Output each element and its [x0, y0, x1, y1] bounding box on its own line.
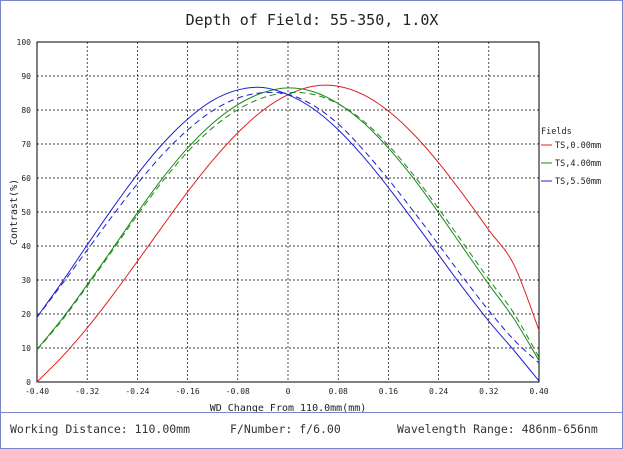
- x-tick-label: 0.40: [529, 387, 548, 396]
- x-tick-label: 0.32: [479, 387, 498, 396]
- dof-chart: Depth of Field: 55-350, 1.0X -0.40 -0.32-…: [9, 11, 601, 412]
- x-tick-label: 0.24: [429, 387, 448, 396]
- x-axis-label: WD Change From 110.0mm(mm): [210, 403, 367, 412]
- series-line-ts-4-00mm: [36, 87, 540, 361]
- y-tick-label: 20: [21, 310, 31, 319]
- y-tick-label: 100: [17, 38, 32, 47]
- y-tick-label: 70: [21, 140, 31, 149]
- working-distance-text: Working Distance: 110.00mm: [10, 422, 191, 436]
- y-tick-label: 50: [21, 208, 31, 217]
- x-tick-label: 0.16: [379, 387, 398, 396]
- wavelength-range-text: Wavelength Range: 486nm-656nm: [397, 422, 598, 436]
- series-lines: [36, 84, 540, 383]
- y-axis-label: Contrast(%): [9, 179, 20, 245]
- legend-label: TS,5.50mm: [555, 177, 601, 187]
- x-tick-label: 0.08: [329, 387, 348, 396]
- y-tick-label: 90: [21, 72, 31, 81]
- x-tick-label: -0.40: [25, 387, 49, 396]
- series-line-ts-4-00mm-dashed: [36, 91, 540, 358]
- series-line-ts-0-00mm: [36, 84, 540, 383]
- x-tick-label: -0.32: [75, 387, 99, 396]
- plot-area: [36, 41, 540, 383]
- x-tick-label: 0: [286, 387, 291, 396]
- legend: Fields TS,0.00mm TS,4.00mm TS,5.50mm: [541, 127, 601, 187]
- series-line-ts-5-50mm-dashed: [36, 91, 540, 364]
- y-tick-label: 80: [21, 106, 31, 115]
- y-tick-label: 40: [21, 242, 31, 251]
- y-tick-labels: 0 10 20 30 40 50 60 70 80 90 100: [17, 38, 32, 387]
- x-tick-label: -0.16: [176, 387, 200, 396]
- legend-label: TS,0.00mm: [555, 141, 601, 151]
- y-tick-label: 30: [21, 276, 31, 285]
- x-tick-label: -0.08: [226, 387, 250, 396]
- y-tick-label: 60: [21, 174, 31, 183]
- y-tick-label: 0: [26, 378, 31, 387]
- x-tick-labels: -0.40 -0.32 -0.24 -0.16 -0.08 0 0.08 0.16 0.24 0.…: [25, 387, 549, 396]
- x-tick-label: -0.24: [125, 387, 149, 396]
- y-tick-label: 10: [21, 344, 31, 353]
- footer: Working Distance: 110.00mm F/Number: f/6…: [10, 420, 613, 442]
- legend-title: Fields: [541, 127, 572, 137]
- grid: [37, 42, 539, 382]
- f-number-text: F/Number: f/6.00: [230, 422, 341, 436]
- legend-label: TS,4.00mm: [555, 159, 601, 169]
- footer-divider: [1, 412, 622, 413]
- chart-title: Depth of Field: 55-350, 1.0X: [186, 11, 439, 29]
